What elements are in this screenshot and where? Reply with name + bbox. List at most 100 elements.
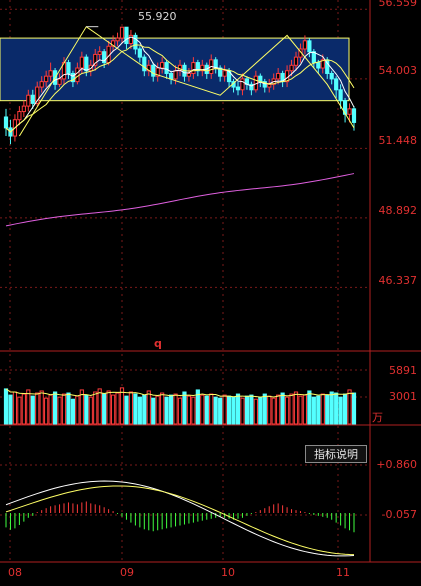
candle-body: [218, 67, 223, 77]
volume-bar: [351, 392, 357, 425]
candle-body: [79, 56, 84, 69]
volume-bar: [267, 395, 272, 425]
x-axis-label-10: 10: [221, 566, 235, 579]
volume-bar: [79, 389, 84, 425]
volume-bar: [97, 388, 102, 425]
volume-axis-label: 3001: [389, 390, 417, 403]
volume-bar: [137, 396, 142, 425]
volume-bar: [26, 389, 31, 425]
volume-ma-line: [5, 388, 355, 398]
volume-bar: [52, 391, 58, 425]
volume-bar: [218, 397, 223, 425]
volume-bar: [106, 390, 111, 425]
candle-body: [17, 111, 22, 121]
q-marker: q: [154, 337, 162, 350]
candle-body: [195, 62, 200, 72]
volume-bar: [200, 394, 205, 425]
volume-bar: [3, 388, 9, 425]
volume-bar: [182, 391, 187, 425]
volume-bar: [253, 398, 258, 425]
x-axis-label-09: 09: [120, 566, 134, 579]
volume-axis-label: 5891: [389, 364, 417, 377]
volume-bar: [44, 397, 49, 425]
candle-body: [213, 59, 218, 69]
candle-body: [70, 72, 76, 83]
candle-body: [235, 86, 241, 91]
volume-bar: [35, 392, 40, 425]
candle-body: [124, 26, 129, 45]
candle-body: [316, 62, 321, 69]
volume-bar: [84, 394, 89, 425]
candle-body: [186, 72, 192, 77]
candle-body: [128, 34, 134, 45]
volume-bar: [115, 392, 120, 425]
candle-body: [338, 89, 343, 102]
volume-bar: [48, 394, 53, 425]
volume-bar: [329, 391, 334, 425]
volume-bar: [128, 391, 134, 425]
candle-body: [44, 75, 49, 83]
volume-bar: [133, 393, 138, 425]
volume-bar: [160, 392, 165, 425]
candle-body: [334, 78, 339, 91]
volume-bar: [110, 394, 116, 425]
volume-bar: [320, 393, 325, 425]
volume-bar: [191, 396, 196, 425]
volume-bar: [226, 395, 232, 425]
indicator-help-button[interactable]: 指标说明: [305, 445, 367, 463]
candle-body: [39, 81, 44, 88]
volume-bar: [311, 396, 316, 425]
volume-bar: [164, 396, 169, 425]
volume-bar: [177, 397, 183, 425]
long-term-ma-line: [5, 173, 355, 227]
volume-bar: [338, 396, 343, 425]
price-axis-label: 56.559: [378, 0, 418, 9]
volume-bar: [102, 393, 107, 425]
candle-body: [3, 116, 9, 129]
volume-bar: [342, 393, 348, 425]
volume-bar: [186, 395, 192, 425]
volume-bar: [8, 394, 13, 425]
volume-bar: [235, 393, 241, 425]
volume-bar: [249, 394, 254, 425]
candle-body: [302, 40, 308, 50]
price-axis-label: 46.337: [378, 274, 418, 287]
volume-bar: [146, 390, 151, 425]
candle-body: [289, 64, 294, 72]
volume-bar: [244, 395, 250, 425]
candle-body: [249, 83, 254, 91]
candle-body: [119, 26, 125, 39]
volume-bar: [70, 398, 76, 425]
volume-bar: [142, 394, 147, 425]
volume-bar: [347, 389, 352, 425]
volume-bar: [75, 395, 80, 425]
volume-bar: [57, 396, 62, 425]
volume-bar: [334, 392, 339, 425]
candle-body: [137, 48, 142, 58]
candle-body: [97, 51, 102, 55]
candle-body: [48, 70, 53, 77]
candle-body: [226, 70, 232, 83]
volume-bar: [88, 396, 93, 425]
ma-long-line: [5, 44, 355, 133]
candle-body: [84, 56, 89, 72]
volume-bar: [276, 394, 281, 425]
candle-body: [191, 62, 196, 74]
volume-bar: [168, 394, 174, 425]
candle-body: [133, 34, 138, 50]
macd-dif-line: [5, 480, 355, 557]
volume-bar: [12, 391, 18, 425]
candle-body: [93, 53, 98, 66]
volume-bar: [307, 390, 312, 425]
volume-bar: [209, 393, 214, 425]
volume-bar: [204, 395, 209, 425]
candle-body: [173, 70, 178, 80]
candle-body: [168, 72, 174, 80]
candle-body: [329, 72, 334, 80]
candle-body: [311, 51, 316, 64]
volume-bar: [124, 395, 129, 425]
volume-bar: [173, 393, 178, 425]
volume-bar: [21, 393, 26, 425]
